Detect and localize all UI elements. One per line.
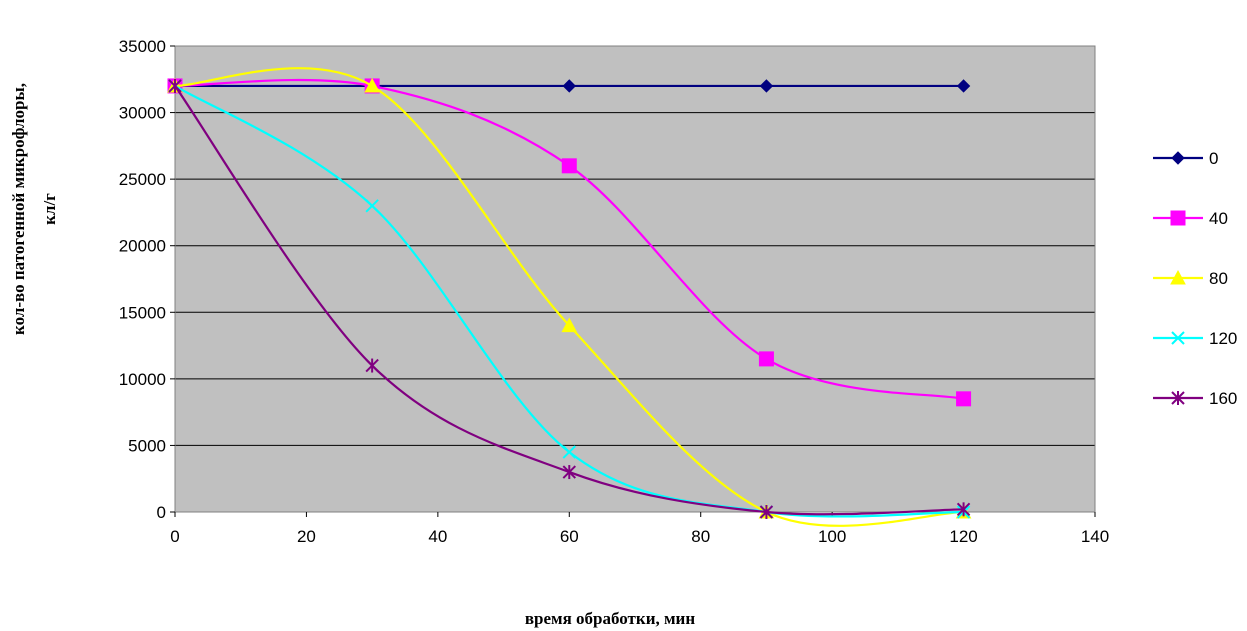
plot-area (175, 46, 1095, 512)
series-160 (168, 78, 971, 519)
x-axis-ticks: 0 20 40 60 80 100 120 140 (170, 512, 1109, 546)
data-point (561, 317, 578, 333)
x-tick-label: 140 (1081, 527, 1109, 546)
series-line (174, 85, 964, 516)
y-axis-title-line2: кл/г (40, 193, 59, 225)
y-tick-label: 30000 (119, 104, 166, 123)
legend-marker (1171, 391, 1185, 405)
data-point (758, 351, 774, 367)
legend-item: 160 (1153, 389, 1237, 408)
legend-marker (1171, 151, 1185, 165)
y-tick-label: 10000 (119, 370, 166, 389)
legend: 0 40 80 120 160 (1153, 149, 1237, 408)
data-point (561, 158, 577, 174)
data-point (759, 505, 774, 519)
data-point (562, 465, 576, 480)
data-point (956, 502, 971, 517)
legend-marker (1170, 210, 1186, 226)
legend-label: 160 (1209, 389, 1237, 408)
x-tick-label: 20 (297, 527, 316, 546)
legend-label: 120 (1209, 329, 1237, 348)
x-tick-label: 120 (949, 527, 977, 546)
x-tick-label: 0 (170, 527, 179, 546)
grid-lines (175, 112, 1095, 446)
x-tick-label: 100 (818, 527, 846, 546)
data-point (759, 79, 774, 93)
x-tick-label: 80 (691, 527, 710, 546)
data-point (364, 77, 380, 93)
data-point (168, 78, 182, 93)
y-tick-label: 20000 (119, 237, 166, 256)
data-point (562, 445, 576, 459)
y-tick-label: 25000 (119, 170, 166, 189)
data-point (365, 358, 379, 373)
x-axis-title: время обработки, мин (525, 609, 696, 628)
legend-item: 0 (1153, 149, 1218, 168)
y-tick-label: 35000 (119, 37, 166, 56)
legend-item: 80 (1153, 269, 1228, 288)
data-point (365, 199, 379, 213)
series-layer (167, 67, 972, 527)
legend-label: 0 (1209, 149, 1218, 168)
plot-border (174, 45, 1096, 513)
x-tick-label: 60 (560, 527, 579, 546)
data-point (956, 391, 972, 407)
y-axis-ticks: 0 5000 10000 15000 20000 25000 30000 35000 (119, 37, 175, 522)
legend-label: 40 (1209, 209, 1228, 228)
y-tick-label: 0 (157, 503, 166, 522)
legend-item: 40 (1153, 209, 1228, 228)
legend-item: 120 (1153, 329, 1237, 348)
y-tick-label: 15000 (119, 303, 166, 322)
legend-marker (1171, 331, 1185, 345)
y-axis-title-line1: кол-во патогенной микрофлоры, (9, 83, 28, 335)
data-point (956, 79, 971, 93)
legend-marker (1170, 269, 1186, 285)
series-line (174, 85, 964, 518)
data-point (562, 79, 576, 93)
legend-label: 80 (1209, 269, 1228, 288)
y-tick-label: 5000 (128, 436, 166, 455)
x-tick-label: 40 (428, 527, 447, 546)
